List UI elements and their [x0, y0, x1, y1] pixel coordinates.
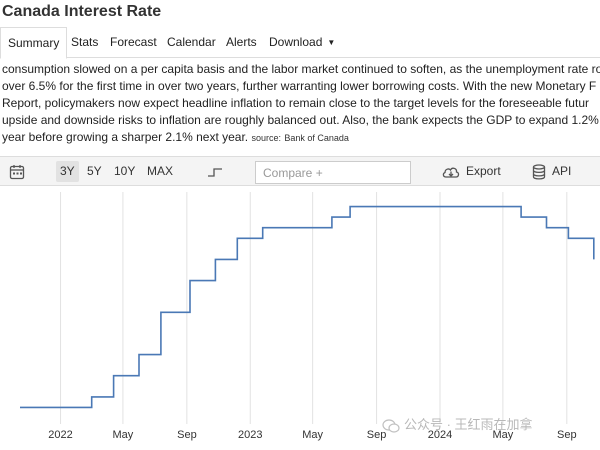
x-tick-label: Sep [557, 429, 577, 441]
wechat-logo-icon [382, 418, 400, 433]
calendar-icon[interactable] [8, 163, 26, 181]
range-5y-button[interactable]: 5Y [87, 164, 102, 178]
description-line: Report, policymakers now expect headline… [2, 96, 589, 110]
description-line: upside and downside risks to inflation a… [2, 113, 599, 127]
x-tick-label: 2023 [238, 429, 262, 441]
tab-alerts[interactable]: Alerts [226, 35, 257, 49]
x-tick-label: Sep [177, 429, 197, 441]
x-tick-label: May [493, 429, 514, 441]
rate-step-line [20, 205, 595, 409]
tab-summary[interactable]: Summary [0, 27, 68, 59]
x-tick-label: 2024 [428, 429, 452, 441]
tab-forecast[interactable]: Forecast [110, 35, 157, 49]
page-title: Canada Interest Rate [2, 3, 162, 20]
range-10y-button[interactable]: 10Y [114, 164, 136, 178]
tab-calendar[interactable]: Calendar [167, 35, 216, 49]
description-line: year before growing a sharper 2.1% next … [2, 129, 600, 147]
step-chart-icon[interactable] [206, 163, 224, 181]
source-link[interactable]: Bank of Canada [284, 133, 349, 143]
description-line: consumption slowed on a per capita basis… [2, 62, 600, 76]
x-tick-label: May [302, 429, 323, 441]
compare-input[interactable] [255, 161, 411, 184]
x-tick-label: May [113, 429, 134, 441]
api-button[interactable]: API [552, 164, 572, 178]
range-max-button[interactable]: MAX [147, 164, 174, 178]
watermark: 公众号 · 王红雨在加拿 [382, 414, 533, 433]
cloud-download-icon[interactable] [441, 163, 461, 181]
caret-down-icon: ▼ [327, 38, 336, 48]
x-tick-label: Sep [367, 429, 387, 441]
description-text: consumption slowed on a per capita basis… [2, 61, 600, 147]
description-line: over 6.5% for the first time in over two… [2, 79, 597, 93]
chart-area: 2022 May Sep 2023 May Sep 2024 May Sep [0, 186, 600, 450]
tab-bar: Summary Stats Forecast Calendar Alerts D… [0, 27, 600, 59]
export-button[interactable]: Export [466, 164, 501, 178]
source-label: source: [251, 133, 281, 143]
chart-toolbar: 3Y 5Y 10Y MAX Export API [0, 156, 600, 186]
tab-download-label: Download [269, 35, 323, 49]
watermark-text: 公众号 · 王红雨在加拿 [404, 417, 533, 432]
tab-stats[interactable]: Stats [71, 35, 99, 49]
description-line-text: year before growing a sharper 2.1% next … [2, 130, 249, 144]
x-tick-label: 2022 [48, 429, 72, 441]
range-3y-button[interactable]: 3Y [56, 161, 79, 182]
interest-rate-chart: 2022 May Sep 2023 May Sep 2024 May Sep [19, 192, 595, 441]
database-icon[interactable] [530, 163, 548, 181]
tab-download[interactable]: Download ▼ [269, 27, 335, 58]
